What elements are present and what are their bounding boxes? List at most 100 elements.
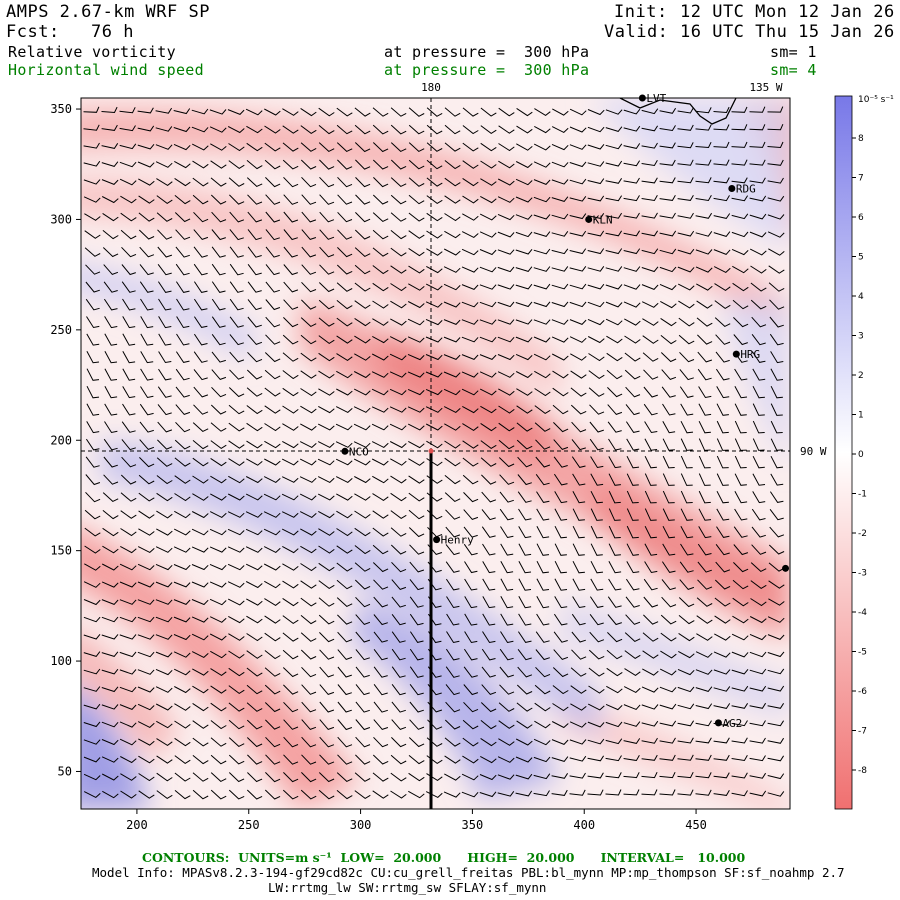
wind-barb — [389, 441, 407, 449]
wind-barb — [697, 561, 712, 573]
wind-barb — [138, 510, 155, 519]
vorticity-field — [81, 98, 790, 809]
wind-barb — [174, 475, 191, 484]
wind-barb — [680, 403, 694, 416]
wind-barb — [211, 263, 226, 276]
station-label-hrg: HRG — [740, 348, 760, 361]
wind-barb — [605, 318, 623, 326]
wind-barb — [138, 212, 155, 222]
wind-barb — [282, 580, 299, 589]
wind-barb — [551, 353, 569, 361]
station-dot-lvt — [638, 94, 646, 102]
wind-barb — [500, 561, 514, 574]
wind-barb — [750, 299, 767, 310]
wind-barb — [715, 368, 730, 381]
wind-barb — [553, 631, 568, 643]
wind-barb — [372, 562, 389, 573]
wind-barb — [337, 754, 353, 765]
wind-barb — [515, 161, 533, 169]
wind-barb — [264, 423, 281, 432]
field1-smoothing: sm= 1 — [770, 43, 817, 61]
wind-barb — [677, 177, 694, 184]
wind-barb — [119, 599, 137, 605]
wind-barb — [462, 213, 479, 221]
wind-barb — [569, 721, 587, 728]
wind-barb — [662, 421, 676, 434]
wind-barb — [731, 668, 749, 675]
wind-barb — [283, 229, 298, 241]
wind-barb — [281, 493, 299, 501]
wind-barb — [677, 230, 695, 237]
wind-barb — [536, 613, 550, 626]
wind-barb — [300, 789, 317, 800]
wind-barb — [767, 685, 785, 692]
wind-barb — [499, 648, 514, 661]
wind-barb — [354, 493, 371, 501]
wind-barb — [122, 368, 136, 381]
wind-barb — [210, 422, 227, 432]
wind-barb — [516, 125, 533, 134]
wind-barb — [300, 563, 317, 572]
wind-barb — [623, 301, 641, 308]
field2-name: Horizontal wind speed — [8, 61, 204, 79]
wind-barb — [408, 755, 425, 765]
wind-barb — [263, 546, 281, 554]
wind-barb — [572, 525, 585, 539]
wind-barb — [300, 370, 317, 379]
wind-barb — [355, 736, 371, 748]
wind-barb — [157, 246, 173, 258]
wind-barb — [122, 298, 136, 311]
wind-barb — [662, 438, 675, 451]
wind-barb — [265, 736, 281, 748]
wind-barb — [301, 194, 317, 205]
wind-barb — [623, 177, 640, 184]
wind-barb — [390, 230, 407, 240]
wind-barb — [443, 301, 461, 308]
wind-barb — [355, 719, 371, 731]
wind-barb — [750, 580, 767, 590]
wind-barb — [698, 508, 712, 521]
wind-barb — [497, 249, 515, 255]
wind-barb — [659, 212, 676, 219]
x-tick-label: 250 — [238, 818, 260, 832]
wind-barb — [626, 490, 639, 504]
wind-barb — [101, 721, 119, 728]
wind-barb — [390, 159, 407, 170]
wind-barb — [551, 739, 569, 745]
wind-barb — [140, 316, 154, 329]
wind-barb — [373, 579, 389, 590]
wind-barb — [193, 404, 209, 415]
x-tick-label: 300 — [350, 818, 372, 832]
wind-barb — [731, 248, 749, 256]
wind-barb — [536, 491, 550, 503]
wind-barb — [482, 543, 496, 556]
wind-barb — [318, 545, 335, 554]
wind-barb — [587, 266, 605, 272]
wind-barb — [264, 458, 281, 466]
wind-barb — [731, 141, 748, 148]
wind-barb — [283, 194, 299, 205]
wind-barb — [354, 229, 371, 240]
wind-barb — [464, 561, 478, 574]
wind-barb — [623, 125, 641, 132]
wind-barb — [425, 336, 443, 343]
wind-barb — [464, 578, 478, 591]
wind-barb — [211, 334, 226, 346]
wind-barb — [102, 545, 119, 554]
wind-barb — [644, 490, 657, 504]
wind-barb — [174, 510, 191, 519]
wind-barb — [677, 771, 694, 779]
wind-barb — [498, 702, 515, 712]
wind-barb — [119, 161, 137, 168]
wind-barb — [318, 282, 335, 293]
wind-barb — [191, 616, 209, 623]
wind-barb — [770, 438, 783, 451]
wind-barb — [86, 368, 100, 381]
wind-barb — [714, 633, 731, 641]
wind-barb — [677, 720, 695, 727]
wind-barb — [192, 720, 209, 729]
colorbar-ramp — [834, 95, 853, 810]
wind-barb — [677, 283, 695, 291]
wind-barb — [408, 212, 425, 222]
wind-barb — [300, 405, 317, 414]
